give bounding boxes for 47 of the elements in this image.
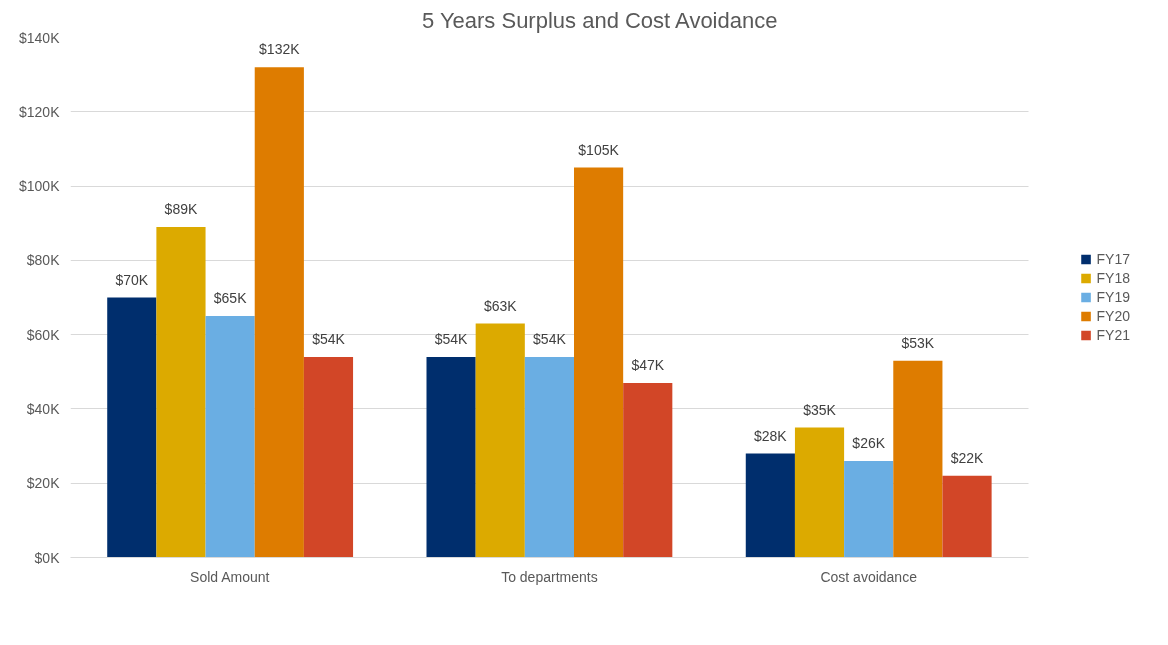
bar xyxy=(303,356,354,558)
bar xyxy=(623,382,673,558)
legend-label: FY20 xyxy=(1096,308,1130,324)
bar xyxy=(745,453,795,558)
legend-label: FY17 xyxy=(1096,251,1130,267)
data-label: $54K xyxy=(533,330,567,347)
x-tick-label: Sold Amount xyxy=(190,568,270,585)
data-label: $54K xyxy=(434,330,469,347)
y-tick-label: $40K xyxy=(26,400,61,417)
bar xyxy=(254,67,304,558)
chart-title: 5 Years Surplus and Cost Avoidance xyxy=(421,7,778,33)
data-label: $53K xyxy=(901,334,935,351)
y-tick-label: $100K xyxy=(19,178,61,195)
bar xyxy=(475,323,525,558)
y-tick-label: $60K xyxy=(26,326,61,343)
data-label: $26K xyxy=(852,434,886,451)
bar xyxy=(844,460,894,558)
data-label: $47K xyxy=(631,356,665,373)
legend-label: FY18 xyxy=(1096,270,1130,286)
legend-label: FY19 xyxy=(1096,289,1130,305)
bar xyxy=(893,360,943,558)
legend-label: FY21 xyxy=(1096,327,1130,343)
bar xyxy=(156,226,206,558)
data-label: $89K xyxy=(164,200,198,217)
data-label: $22K xyxy=(950,449,985,466)
bar xyxy=(942,475,992,558)
data-label: $54K xyxy=(312,330,346,347)
bar xyxy=(574,167,624,558)
y-tick-label: $120K xyxy=(19,103,61,120)
bar xyxy=(794,427,845,558)
data-label: $65K xyxy=(213,290,248,307)
y-tick-label: $140K xyxy=(19,29,61,46)
bar xyxy=(107,297,157,558)
data-label: $70K xyxy=(115,271,149,288)
x-tick-label: To departments xyxy=(501,568,598,585)
bar xyxy=(426,356,476,558)
bar xyxy=(524,356,574,558)
data-label: $132K xyxy=(259,41,301,58)
data-label: $35K xyxy=(803,401,837,418)
y-tick-label: $20K xyxy=(26,475,61,492)
bar xyxy=(205,316,255,558)
data-label: $105K xyxy=(578,141,620,158)
y-tick-label: $0K xyxy=(34,549,61,566)
data-label: $28K xyxy=(754,427,788,444)
data-label: $63K xyxy=(483,297,518,314)
y-tick-label: $80K xyxy=(26,252,61,269)
x-tick-label: Cost avoidance xyxy=(820,568,918,585)
